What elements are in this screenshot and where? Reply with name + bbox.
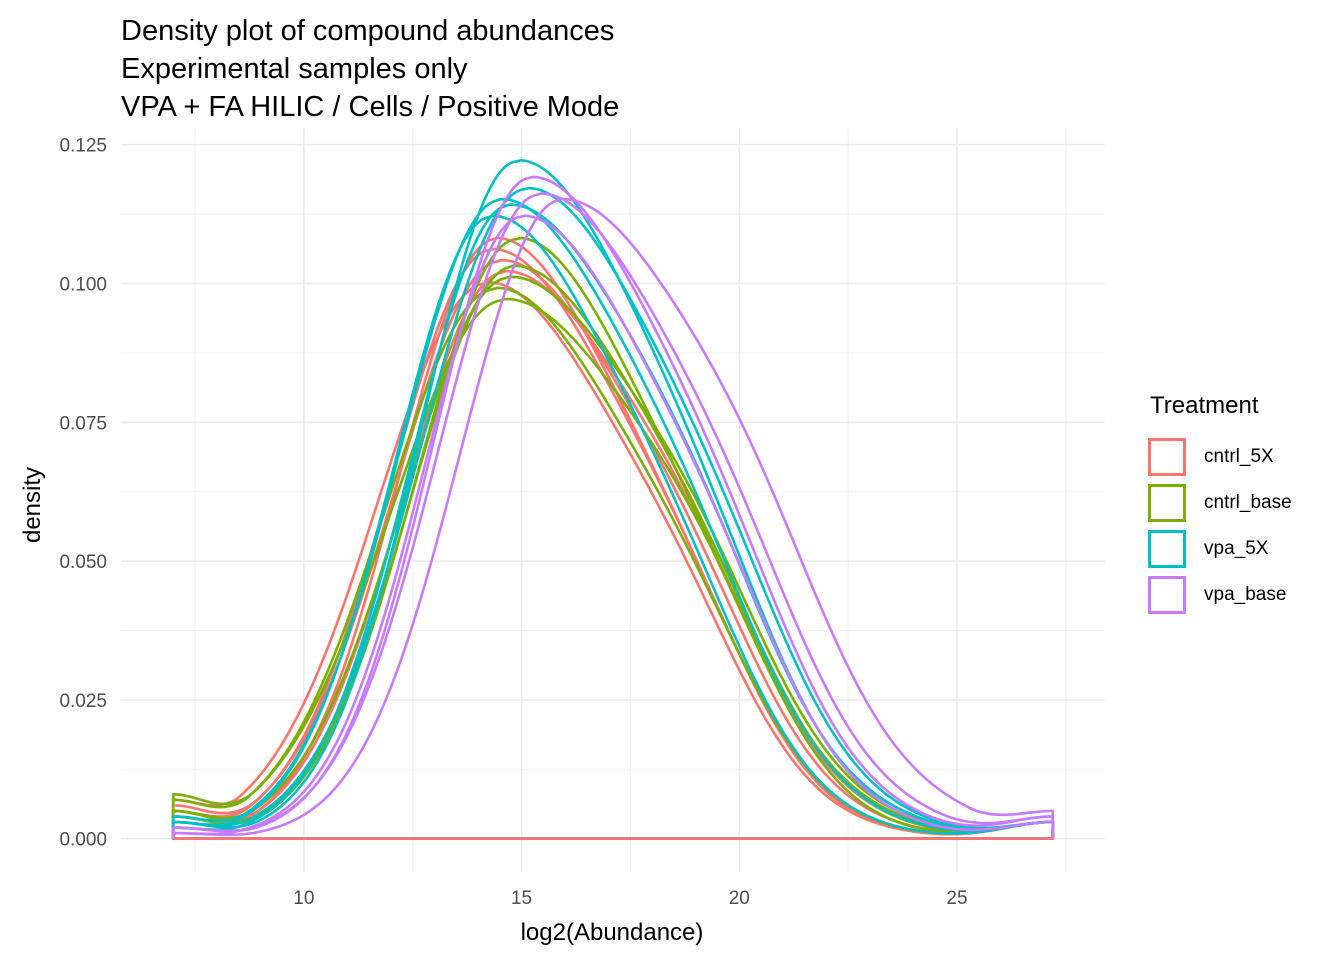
density-curve-cntrl-5X <box>171 236 1055 840</box>
density-curve-cntrl-5X <box>171 281 1055 840</box>
legend-label-vpa-5x: vpa_5X <box>1204 538 1269 559</box>
density-curve-vpa-base <box>171 197 1055 840</box>
y-tick-label: 0.075 <box>59 413 107 434</box>
legend-title: Treatment <box>1150 392 1259 419</box>
y-tick-label: 0.100 <box>59 274 107 295</box>
legend-item-cntrl-5x: cntrl_5X <box>1148 434 1292 480</box>
legend-key-cntrl-5x <box>1148 438 1186 476</box>
density-curve-cntrl-base <box>171 236 1055 840</box>
density-curve-vpa-base <box>171 214 1055 840</box>
title-line-2: Experimental samples only <box>121 53 468 85</box>
tick-labels: 10 15 20 25 0.000 0.025 0.050 0.075 0.100 0.125 <box>59 136 967 909</box>
legend-key-vpa-5x <box>1148 530 1186 568</box>
y-tick-label: 0.050 <box>59 552 107 573</box>
density-curve-vpa-5X <box>171 214 1055 840</box>
chart-title: Density plot of compound abundances Expe… <box>121 12 619 126</box>
legend-item-cntrl-base: cntrl_base <box>1148 480 1292 526</box>
x-tick-label: 25 <box>946 888 967 909</box>
legend-item-vpa-5x: vpa_5X <box>1148 526 1292 572</box>
density-curve-cntrl-base <box>171 297 1055 840</box>
legend-label-cntrl-5x: cntrl_5X <box>1204 446 1274 467</box>
legend-label-cntrl-base: cntrl_base <box>1204 492 1292 513</box>
legend: Treatment cntrl_5X cntrl_base vpa_5X vpa… <box>1148 392 1292 618</box>
x-axis-title: log2(Abundance) <box>521 919 704 946</box>
legend-item-vpa-base: vpa_base <box>1148 572 1292 618</box>
density-curve-vpa-base <box>171 192 1055 840</box>
x-tick-label: 15 <box>511 888 532 909</box>
y-tick-label: 0.125 <box>59 136 107 157</box>
title-line-1: Density plot of compound abundances <box>121 15 615 47</box>
y-axis-title: density <box>19 467 46 543</box>
x-tick-label: 20 <box>729 888 750 909</box>
grid-lines <box>121 128 1105 872</box>
density-curves <box>171 159 1055 840</box>
x-tick-label: 10 <box>293 888 314 909</box>
density-curve-vpa-5X <box>171 186 1055 840</box>
y-tick-label: 0.025 <box>59 691 107 712</box>
legend-key-cntrl-base <box>1148 484 1186 522</box>
y-tick-label: 0.000 <box>59 830 107 851</box>
title-line-3: VPA + FA HILIC / Cells / Positive Mode <box>121 91 620 123</box>
legend-key-vpa-base <box>1148 576 1186 614</box>
density-curve-cntrl-5X <box>171 247 1055 840</box>
legend-label-vpa-base: vpa_base <box>1204 584 1287 605</box>
